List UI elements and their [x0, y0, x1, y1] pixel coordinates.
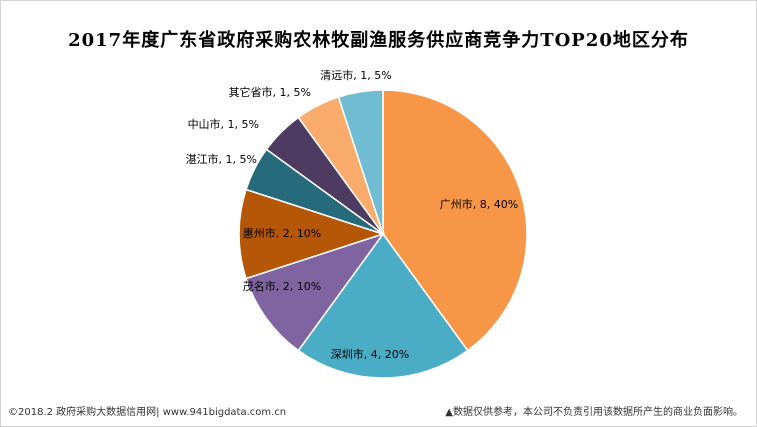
slice-label-2: 深圳市, 4, 20% [331, 347, 409, 361]
footer-copyright: ©2018.2 政府采购大数据信用网| www.941bigdata.com.c… [8, 407, 287, 418]
slice-label-5: 湛江市, 1, 5% [186, 152, 257, 166]
slice-label-6: 中山市, 1, 5% [188, 117, 259, 131]
pie-slice-3 [245, 232, 385, 352]
slice-label-1: 广州市, 8, 40% [440, 197, 518, 211]
slice-label-7: 其它省市, 1, 5% [229, 85, 311, 99]
pie-slice-8 [337, 89, 384, 235]
slice-label-4: 惠州市, 2, 10% [243, 226, 321, 240]
pie-slice-2 [297, 232, 469, 379]
slice-label-8: 清远市, 1, 5% [320, 68, 391, 82]
slice-label-3: 茂名市, 2, 10% [243, 279, 321, 293]
chart-title: 2017年度广东省政府采购农林牧副渔服务供应商竞争力TOP20地区分布 [68, 30, 689, 51]
pie-slice-1 [382, 89, 528, 352]
pie-slice-4 [238, 188, 386, 280]
footer-disclaimer: ▲数据仅供参考，本公司不负责引用该数据所产生的商业负面影响。 [445, 407, 743, 418]
